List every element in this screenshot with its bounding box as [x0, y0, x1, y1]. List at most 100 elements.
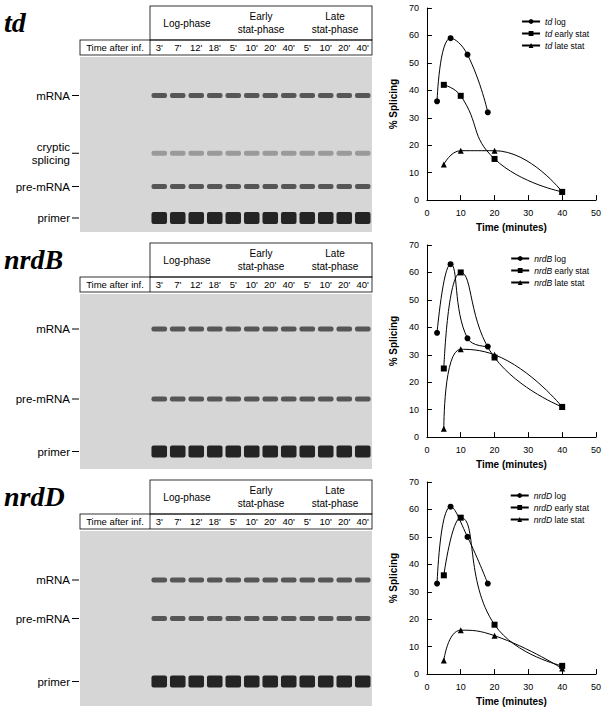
svg-text:nrdD: nrdD — [4, 481, 65, 512]
svg-text:primer: primer — [37, 676, 70, 688]
svg-text:50: 50 — [591, 682, 601, 692]
svg-text:20': 20' — [264, 279, 277, 290]
svg-text:40: 40 — [409, 322, 419, 332]
svg-text:primer: primer — [37, 212, 70, 224]
svg-text:10: 10 — [409, 405, 419, 415]
svg-text:20: 20 — [490, 682, 500, 692]
svg-text:Early: Early — [250, 248, 273, 259]
svg-text:10: 10 — [409, 642, 419, 652]
svg-text:70: 70 — [409, 3, 419, 13]
svg-text:50: 50 — [409, 58, 419, 68]
svg-text:nrdB: nrdB — [534, 266, 552, 276]
svg-text:3': 3' — [156, 516, 163, 527]
svg-text:log: log — [552, 491, 566, 501]
svg-text:5': 5' — [304, 42, 311, 53]
svg-text:early stat: early stat — [552, 29, 589, 39]
svg-text:10': 10' — [320, 516, 333, 527]
svg-text:10: 10 — [456, 445, 466, 455]
svg-text:Time (minutes): Time (minutes) — [476, 222, 547, 233]
svg-text:10': 10' — [320, 42, 333, 53]
svg-text:12': 12' — [190, 279, 203, 290]
svg-text:5': 5' — [230, 42, 237, 53]
svg-text:20': 20' — [264, 42, 277, 53]
svg-text:5': 5' — [230, 516, 237, 527]
svg-text:0: 0 — [424, 208, 429, 218]
svg-text:60: 60 — [409, 267, 419, 277]
svg-text:20': 20' — [264, 516, 277, 527]
svg-text:mRNA: mRNA — [36, 574, 70, 586]
svg-text:5': 5' — [304, 279, 311, 290]
svg-text:18': 18' — [209, 42, 222, 53]
svg-text:nrdB: nrdB — [534, 254, 552, 264]
svg-text:% Splicing: % Splicing — [388, 79, 399, 130]
svg-text:7': 7' — [174, 42, 181, 53]
svg-text:0: 0 — [414, 195, 419, 205]
svg-text:12': 12' — [190, 516, 203, 527]
svg-text:40: 40 — [557, 208, 567, 218]
svg-text:log: log — [552, 17, 566, 27]
svg-text:40': 40' — [283, 42, 296, 53]
svg-text:40': 40' — [283, 279, 296, 290]
svg-text:12': 12' — [190, 42, 203, 53]
svg-text:Time after inf.: Time after inf. — [86, 279, 144, 290]
svg-text:nrdD: nrdD — [534, 515, 552, 525]
svg-text:nrdB: nrdB — [4, 244, 63, 275]
svg-text:Time after inf.: Time after inf. — [86, 516, 144, 527]
svg-text:20': 20' — [338, 279, 351, 290]
svg-text:50: 50 — [591, 208, 601, 218]
svg-text:Early: Early — [250, 11, 273, 22]
svg-text:% Splicing: % Splicing — [388, 553, 399, 604]
svg-text:5': 5' — [230, 279, 237, 290]
svg-text:0: 0 — [414, 669, 419, 679]
svg-text:stat-phase: stat-phase — [238, 498, 285, 509]
svg-text:Late: Late — [325, 485, 345, 496]
svg-text:40': 40' — [357, 42, 370, 53]
svg-text:18': 18' — [209, 279, 222, 290]
svg-text:0: 0 — [424, 445, 429, 455]
svg-text:% Splicing: % Splicing — [388, 316, 399, 367]
svg-text:Time after inf.: Time after inf. — [86, 42, 144, 53]
svg-text:stat-phase: stat-phase — [312, 24, 359, 35]
svg-text:70: 70 — [409, 240, 419, 250]
svg-text:50: 50 — [591, 445, 601, 455]
svg-text:20': 20' — [338, 516, 351, 527]
svg-text:7': 7' — [174, 516, 181, 527]
svg-text:pre-mRNA: pre-mRNA — [16, 613, 71, 625]
svg-text:Log-phase: Log-phase — [163, 492, 211, 503]
svg-text:Late: Late — [325, 11, 345, 22]
svg-text:stat-phase: stat-phase — [312, 498, 359, 509]
svg-text:mRNA: mRNA — [36, 323, 70, 335]
svg-text:30: 30 — [409, 350, 419, 360]
svg-text:40: 40 — [409, 85, 419, 95]
svg-text:3': 3' — [156, 279, 163, 290]
svg-text:Late: Late — [325, 248, 345, 259]
svg-text:10: 10 — [456, 682, 466, 692]
svg-text:mRNA: mRNA — [36, 90, 70, 102]
svg-text:20: 20 — [409, 140, 419, 150]
svg-text:late stat: late stat — [552, 278, 585, 288]
svg-text:td: td — [4, 7, 27, 38]
svg-text:late stat: late stat — [552, 41, 585, 51]
svg-text:Log-phase: Log-phase — [163, 255, 211, 266]
svg-text:20': 20' — [338, 42, 351, 53]
svg-text:60: 60 — [409, 504, 419, 514]
svg-text:cryptic: cryptic — [37, 141, 70, 153]
svg-text:18': 18' — [209, 516, 222, 527]
svg-text:pre-mRNA: pre-mRNA — [16, 393, 71, 405]
svg-text:Log-phase: Log-phase — [163, 18, 211, 29]
svg-text:10': 10' — [246, 279, 259, 290]
svg-text:7': 7' — [174, 279, 181, 290]
svg-text:10': 10' — [320, 279, 333, 290]
svg-text:late stat: late stat — [552, 515, 585, 525]
svg-text:40: 40 — [557, 682, 567, 692]
svg-text:30: 30 — [523, 445, 533, 455]
svg-text:20: 20 — [490, 208, 500, 218]
svg-text:stat-phase: stat-phase — [312, 261, 359, 272]
svg-text:5': 5' — [304, 516, 311, 527]
svg-text:stat-phase: stat-phase — [238, 24, 285, 35]
svg-text:10: 10 — [409, 168, 419, 178]
svg-text:3': 3' — [156, 42, 163, 53]
svg-text:20: 20 — [409, 614, 419, 624]
svg-text:10: 10 — [456, 208, 466, 218]
svg-text:70: 70 — [409, 477, 419, 487]
